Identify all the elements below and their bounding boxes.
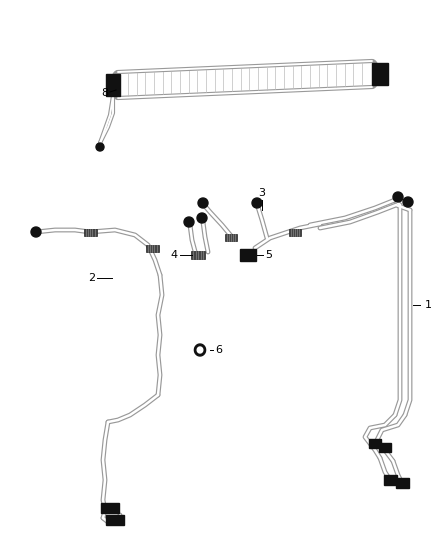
FancyBboxPatch shape <box>106 74 120 96</box>
Circle shape <box>197 213 207 223</box>
Polygon shape <box>194 344 205 356</box>
Circle shape <box>252 198 262 208</box>
Circle shape <box>198 198 208 208</box>
Circle shape <box>403 197 413 207</box>
Text: 6: 6 <box>215 345 222 355</box>
FancyBboxPatch shape <box>384 475 396 485</box>
Circle shape <box>393 192 403 202</box>
FancyBboxPatch shape <box>84 229 96 236</box>
Text: 2: 2 <box>88 273 95 283</box>
FancyBboxPatch shape <box>396 478 409 488</box>
Text: 4: 4 <box>171 250 178 260</box>
Text: 3: 3 <box>258 188 265 198</box>
FancyBboxPatch shape <box>289 229 301 236</box>
FancyBboxPatch shape <box>145 245 159 252</box>
FancyBboxPatch shape <box>372 63 388 85</box>
Circle shape <box>96 143 104 151</box>
FancyBboxPatch shape <box>106 515 124 525</box>
Circle shape <box>184 217 194 227</box>
FancyBboxPatch shape <box>225 233 237 240</box>
FancyBboxPatch shape <box>240 249 256 261</box>
FancyBboxPatch shape <box>369 439 381 448</box>
Text: 8: 8 <box>101 88 108 98</box>
Circle shape <box>31 227 41 237</box>
Polygon shape <box>197 347 203 353</box>
FancyBboxPatch shape <box>191 251 205 259</box>
Text: 5: 5 <box>265 250 272 260</box>
Text: 1: 1 <box>425 300 432 310</box>
FancyBboxPatch shape <box>101 503 119 513</box>
FancyBboxPatch shape <box>379 442 391 451</box>
